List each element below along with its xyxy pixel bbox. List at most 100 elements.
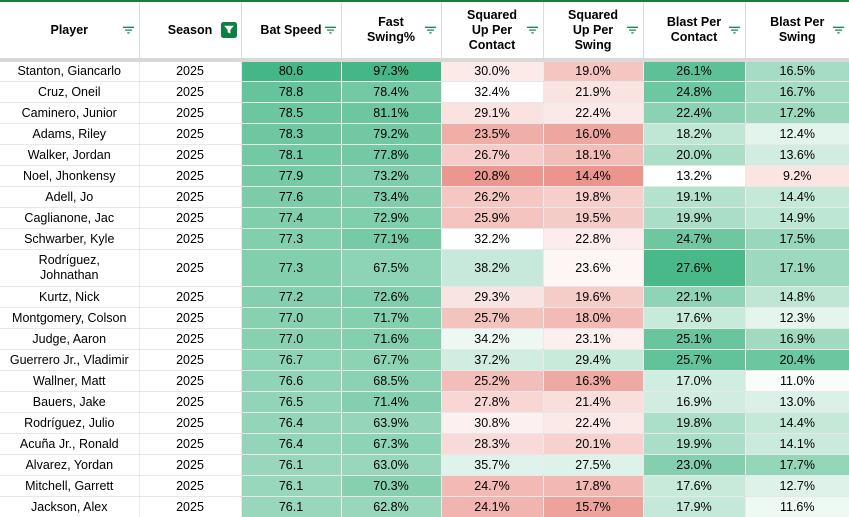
filter-lines-icon[interactable]	[626, 24, 639, 37]
cell-blast_contact[interactable]: 18.2%	[643, 123, 746, 145]
cell-su_contact[interactable]: 37.2%	[441, 349, 544, 371]
filter-active-icon[interactable]	[220, 22, 237, 38]
cell-blast_contact[interactable]: 17.9%	[643, 496, 746, 517]
cell-blast_swing[interactable]: 14.8%	[745, 286, 849, 308]
cell-su_swing[interactable]: 29.4%	[543, 349, 644, 371]
cell-bat_speed[interactable]: 76.4	[241, 433, 342, 455]
cell-fast_swing[interactable]: 63.0%	[341, 454, 442, 476]
cell-season[interactable]: 2025	[139, 249, 242, 287]
cell-player[interactable]: Montgomery, Colson	[0, 307, 140, 329]
cell-season[interactable]: 2025	[139, 454, 242, 476]
cell-su_swing[interactable]: 17.8%	[543, 475, 644, 497]
cell-season[interactable]: 2025	[139, 228, 242, 250]
cell-bat_speed[interactable]: 77.6	[241, 186, 342, 208]
cell-fast_swing[interactable]: 81.1%	[341, 102, 442, 124]
cell-su_contact[interactable]: 25.7%	[441, 307, 544, 329]
cell-bat_speed[interactable]: 77.3	[241, 249, 342, 287]
cell-su_swing[interactable]: 18.0%	[543, 307, 644, 329]
cell-player[interactable]: Rodríguez, Julio	[0, 412, 140, 434]
filter-lines-icon[interactable]	[832, 24, 845, 37]
cell-su_contact[interactable]: 24.7%	[441, 475, 544, 497]
cell-bat_speed[interactable]: 76.6	[241, 370, 342, 392]
cell-bat_speed[interactable]: 76.1	[241, 475, 342, 497]
cell-bat_speed[interactable]: 78.5	[241, 102, 342, 124]
cell-season[interactable]: 2025	[139, 391, 242, 413]
cell-blast_contact[interactable]: 22.4%	[643, 102, 746, 124]
cell-blast_contact[interactable]: 16.9%	[643, 391, 746, 413]
cell-fast_swing[interactable]: 71.7%	[341, 307, 442, 329]
cell-player[interactable]: Jackson, Alex	[0, 496, 140, 517]
cell-bat_speed[interactable]: 77.4	[241, 207, 342, 229]
cell-blast_swing[interactable]: 14.9%	[745, 207, 849, 229]
cell-blast_swing[interactable]: 17.7%	[745, 454, 849, 476]
cell-season[interactable]: 2025	[139, 349, 242, 371]
cell-season[interactable]: 2025	[139, 81, 242, 103]
cell-season[interactable]: 2025	[139, 102, 242, 124]
cell-blast_contact[interactable]: 24.7%	[643, 228, 746, 250]
cell-blast_contact[interactable]: 24.8%	[643, 81, 746, 103]
cell-su_contact[interactable]: 26.2%	[441, 186, 544, 208]
cell-fast_swing[interactable]: 62.8%	[341, 496, 442, 517]
cell-blast_swing[interactable]: 12.3%	[745, 307, 849, 329]
cell-blast_swing[interactable]: 14.4%	[745, 412, 849, 434]
cell-blast_contact[interactable]: 13.2%	[643, 165, 746, 187]
cell-player[interactable]: Rodríguez, Johnathan	[0, 249, 140, 287]
cell-blast_contact[interactable]: 19.9%	[643, 433, 746, 455]
cell-fast_swing[interactable]: 67.5%	[341, 249, 442, 287]
cell-fast_swing[interactable]: 63.9%	[341, 412, 442, 434]
cell-blast_swing[interactable]: 12.4%	[745, 123, 849, 145]
cell-su_contact[interactable]: 27.8%	[441, 391, 544, 413]
cell-blast_swing[interactable]: 11.0%	[745, 370, 849, 392]
cell-bat_speed[interactable]: 77.3	[241, 228, 342, 250]
cell-su_swing[interactable]: 23.1%	[543, 328, 644, 350]
cell-blast_contact[interactable]: 25.7%	[643, 349, 746, 371]
cell-blast_swing[interactable]: 16.5%	[745, 60, 849, 82]
filter-lines-icon[interactable]	[122, 24, 135, 37]
cell-fast_swing[interactable]: 67.3%	[341, 433, 442, 455]
cell-player[interactable]: Adell, Jo	[0, 186, 140, 208]
filter-lines-icon[interactable]	[324, 24, 337, 37]
cell-su_swing[interactable]: 20.1%	[543, 433, 644, 455]
cell-fast_swing[interactable]: 72.9%	[341, 207, 442, 229]
cell-su_swing[interactable]: 16.0%	[543, 123, 644, 145]
cell-player[interactable]: Guerrero Jr., Vladimir	[0, 349, 140, 371]
cell-su_swing[interactable]: 18.1%	[543, 144, 644, 166]
cell-blast_swing[interactable]: 16.7%	[745, 81, 849, 103]
cell-player[interactable]: Noel, Jhonkensy	[0, 165, 140, 187]
cell-blast_contact[interactable]: 20.0%	[643, 144, 746, 166]
cell-season[interactable]: 2025	[139, 370, 242, 392]
cell-blast_contact[interactable]: 17.6%	[643, 475, 746, 497]
cell-player[interactable]: Stanton, Giancarlo	[0, 60, 140, 82]
cell-season[interactable]: 2025	[139, 328, 242, 350]
cell-su_contact[interactable]: 25.9%	[441, 207, 544, 229]
cell-su_contact[interactable]: 24.1%	[441, 496, 544, 517]
cell-player[interactable]: Schwarber, Kyle	[0, 228, 140, 250]
cell-su_contact[interactable]: 28.3%	[441, 433, 544, 455]
cell-su_swing[interactable]: 22.4%	[543, 102, 644, 124]
cell-fast_swing[interactable]: 71.6%	[341, 328, 442, 350]
cell-player[interactable]: Adams, Riley	[0, 123, 140, 145]
cell-blast_swing[interactable]: 17.5%	[745, 228, 849, 250]
cell-su_contact[interactable]: 25.2%	[441, 370, 544, 392]
cell-su_swing[interactable]: 21.4%	[543, 391, 644, 413]
cell-bat_speed[interactable]: 76.1	[241, 496, 342, 517]
cell-player[interactable]: Wallner, Matt	[0, 370, 140, 392]
cell-blast_contact[interactable]: 23.0%	[643, 454, 746, 476]
cell-blast_contact[interactable]: 17.0%	[643, 370, 746, 392]
cell-su_contact[interactable]: 32.2%	[441, 228, 544, 250]
cell-su_swing[interactable]: 22.4%	[543, 412, 644, 434]
cell-blast_contact[interactable]: 17.6%	[643, 307, 746, 329]
cell-bat_speed[interactable]: 76.4	[241, 412, 342, 434]
cell-bat_speed[interactable]: 76.1	[241, 454, 342, 476]
cell-bat_speed[interactable]: 78.1	[241, 144, 342, 166]
cell-blast_swing[interactable]: 14.4%	[745, 186, 849, 208]
cell-blast_contact[interactable]: 19.8%	[643, 412, 746, 434]
cell-su_swing[interactable]: 27.5%	[543, 454, 644, 476]
cell-su_swing[interactable]: 19.0%	[543, 60, 644, 82]
cell-su_contact[interactable]: 29.1%	[441, 102, 544, 124]
cell-season[interactable]: 2025	[139, 433, 242, 455]
cell-player[interactable]: Cruz, Oneil	[0, 81, 140, 103]
cell-su_swing[interactable]: 22.8%	[543, 228, 644, 250]
cell-player[interactable]: Caminero, Junior	[0, 102, 140, 124]
filter-lines-icon[interactable]	[424, 24, 437, 37]
